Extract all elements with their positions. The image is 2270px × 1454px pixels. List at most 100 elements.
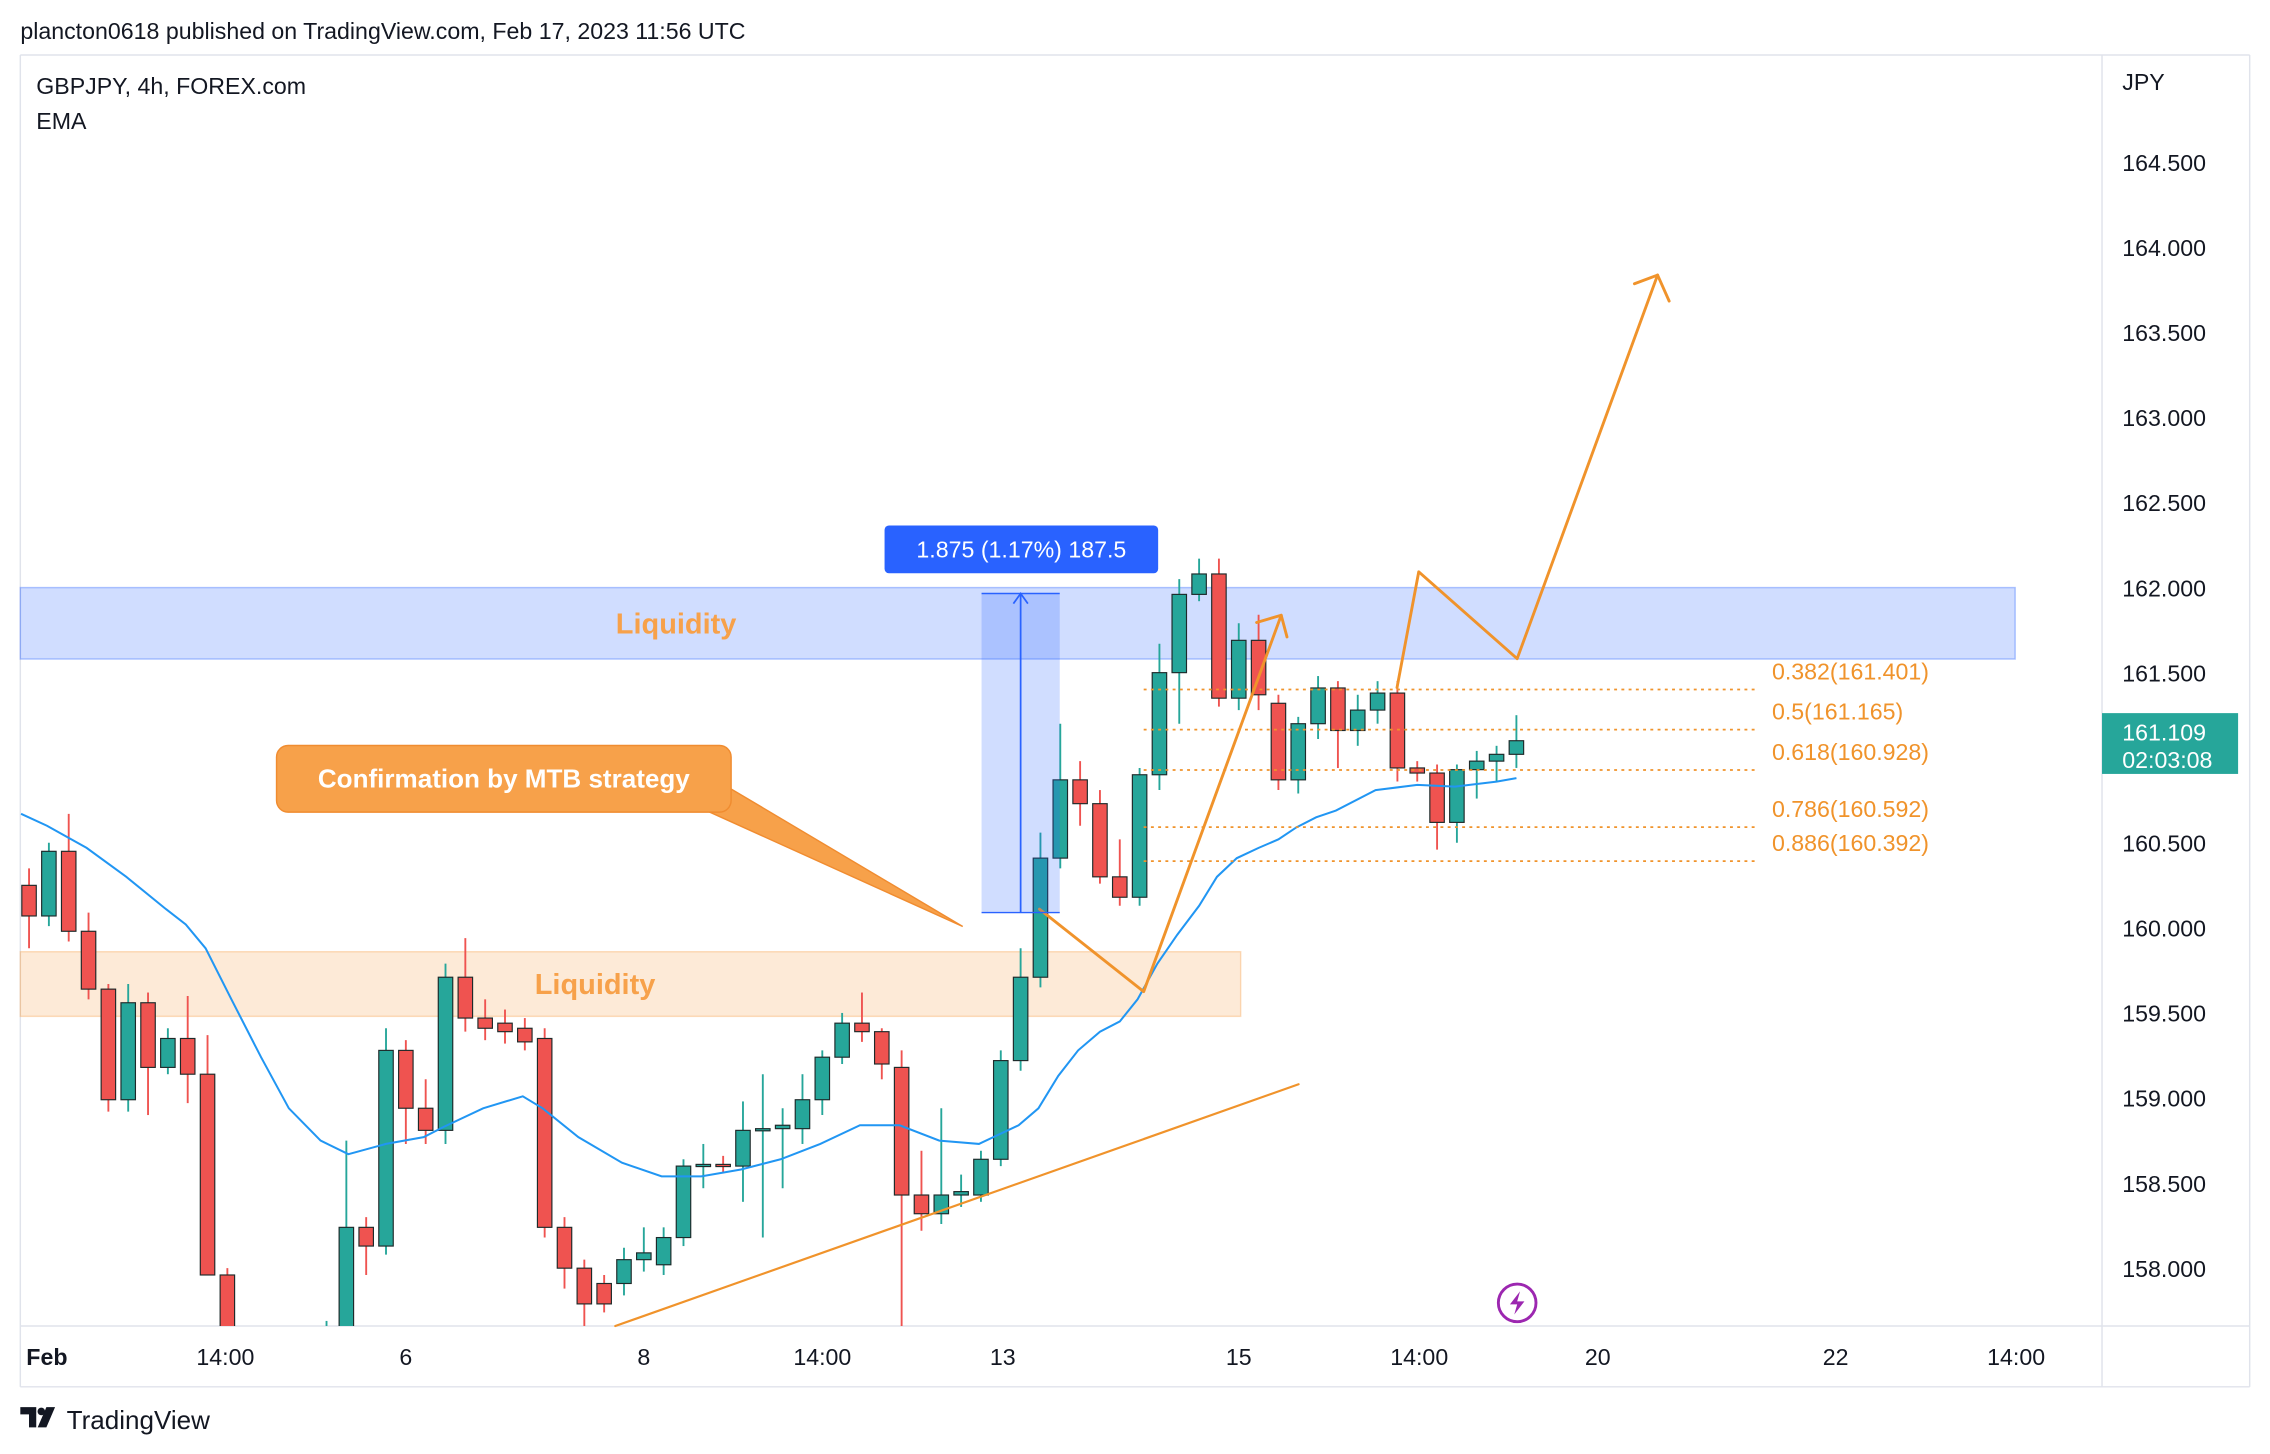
footer-logo	[20, 1407, 56, 1428]
candle-body	[21, 884, 37, 917]
candle-body	[517, 1027, 533, 1043]
candle-body	[774, 1124, 791, 1130]
candle-body	[199, 1073, 216, 1276]
y-tick-label: 163.000	[2122, 405, 2206, 431]
candle-body	[854, 1022, 870, 1033]
candle-body	[873, 1031, 890, 1065]
y-tick-label: 160.500	[2122, 830, 2206, 856]
candle-body	[1012, 976, 1029, 1062]
callout-text: Confirmation by MTB strategy	[318, 764, 690, 794]
zone-label: Liquidity	[535, 969, 656, 1001]
candle-body	[457, 976, 474, 1019]
fib-label: 0.886(160.392)	[1772, 830, 1929, 856]
last-price-label: 161.109	[2122, 720, 2206, 746]
candle-body	[179, 1037, 196, 1075]
candle-body	[536, 1037, 553, 1228]
candle-body	[398, 1049, 414, 1109]
candle-body	[893, 1066, 910, 1196]
y-tick-label: 160.000	[2122, 916, 2206, 942]
candle-body	[358, 1226, 374, 1247]
y-tick-label: 163.500	[2122, 320, 2206, 346]
x-tick-label: Feb	[26, 1344, 67, 1370]
candle-body	[160, 1037, 176, 1068]
candle-body	[1468, 760, 1485, 771]
path-arrow	[1395, 273, 1660, 690]
candle-body	[1290, 723, 1307, 781]
candle-body	[1449, 769, 1465, 823]
candle-body	[735, 1129, 751, 1167]
drawings	[614, 273, 1671, 1328]
candle-body	[675, 1165, 692, 1239]
candle-body	[794, 1099, 811, 1130]
candle-body	[556, 1226, 573, 1269]
candle-body	[338, 1226, 355, 1327]
candle-body	[596, 1282, 612, 1305]
candle-body	[1429, 772, 1445, 823]
currency-label: JPY	[2122, 69, 2164, 95]
candle-body	[953, 1191, 969, 1196]
x-tick-label: 14:00	[793, 1344, 851, 1370]
x-tick-label: 20	[1585, 1344, 1611, 1370]
countdown-label: 02:03:08	[2122, 747, 2212, 773]
candle-body	[616, 1259, 632, 1285]
candle-body	[41, 850, 57, 917]
y-tick-label: 158.000	[2122, 1256, 2206, 1282]
candle-body	[1072, 779, 1088, 805]
y-tick-label: 159.500	[2122, 1001, 2206, 1027]
y-tick-label: 162.000	[2122, 575, 2206, 601]
x-tick-label: 6	[399, 1344, 412, 1370]
candle-body	[655, 1236, 672, 1266]
candle-body	[1409, 767, 1426, 774]
y-tick-label: 158.500	[2122, 1171, 2206, 1197]
fib-label: 0.786(160.592)	[1772, 796, 1929, 822]
candle-body	[636, 1252, 652, 1261]
candle-body	[1330, 687, 1346, 732]
candle-body	[100, 988, 117, 1101]
candle-body	[219, 1274, 236, 1327]
candle-body	[1092, 803, 1108, 878]
x-tick-label: 14:00	[196, 1344, 254, 1370]
candle-body	[1131, 774, 1148, 898]
footer-brand: TradingView	[67, 1405, 211, 1435]
x-tick-label: 14:00	[1390, 1344, 1448, 1370]
candle-body	[120, 1002, 137, 1101]
trend-line	[614, 1083, 1300, 1328]
arrow-head	[1632, 273, 1671, 303]
candle-body	[695, 1163, 712, 1168]
fib-label: 0.618(160.928)	[1772, 739, 1929, 765]
path-arrow	[1038, 613, 1283, 994]
candle-body	[1111, 876, 1128, 898]
zone-label: Liquidity	[616, 608, 737, 640]
candle-body	[378, 1049, 394, 1247]
candle-body	[1488, 753, 1505, 762]
y-tick-label: 164.500	[2122, 150, 2206, 176]
arrow-head	[1255, 613, 1289, 639]
x-tick-label: 8	[637, 1344, 650, 1370]
candle-body	[80, 930, 97, 990]
candle-body	[1369, 692, 1386, 711]
candle-body	[834, 1022, 850, 1058]
x-tick-label: 22	[1823, 1344, 1849, 1370]
candle-body	[1349, 709, 1366, 732]
measure-arrowhead	[1012, 592, 1029, 605]
candle-body	[497, 1022, 513, 1033]
candle-body	[140, 1002, 156, 1068]
candle-body	[1032, 857, 1049, 978]
last-price-tag	[2102, 713, 2239, 774]
candle-body	[1508, 740, 1525, 755]
candle-body	[973, 1158, 989, 1196]
ema-line	[20, 777, 1517, 1178]
y-tick-label: 164.000	[2122, 235, 2206, 261]
publisher-line: plancton0618 published on TradingView.co…	[20, 18, 745, 44]
candle-body	[1191, 573, 1207, 595]
candle-body	[1250, 639, 1267, 696]
candle-body	[715, 1163, 731, 1168]
measure-label: 1.875 (1.17%) 187.5	[916, 536, 1126, 562]
x-tick-label: 14:00	[1987, 1344, 2045, 1370]
x-tick-label: 15	[1226, 1344, 1252, 1370]
y-tick-label: 159.000	[2122, 1086, 2206, 1112]
callout-box	[275, 744, 732, 813]
zones: Liquidity Liquidity	[19, 586, 2016, 1018]
